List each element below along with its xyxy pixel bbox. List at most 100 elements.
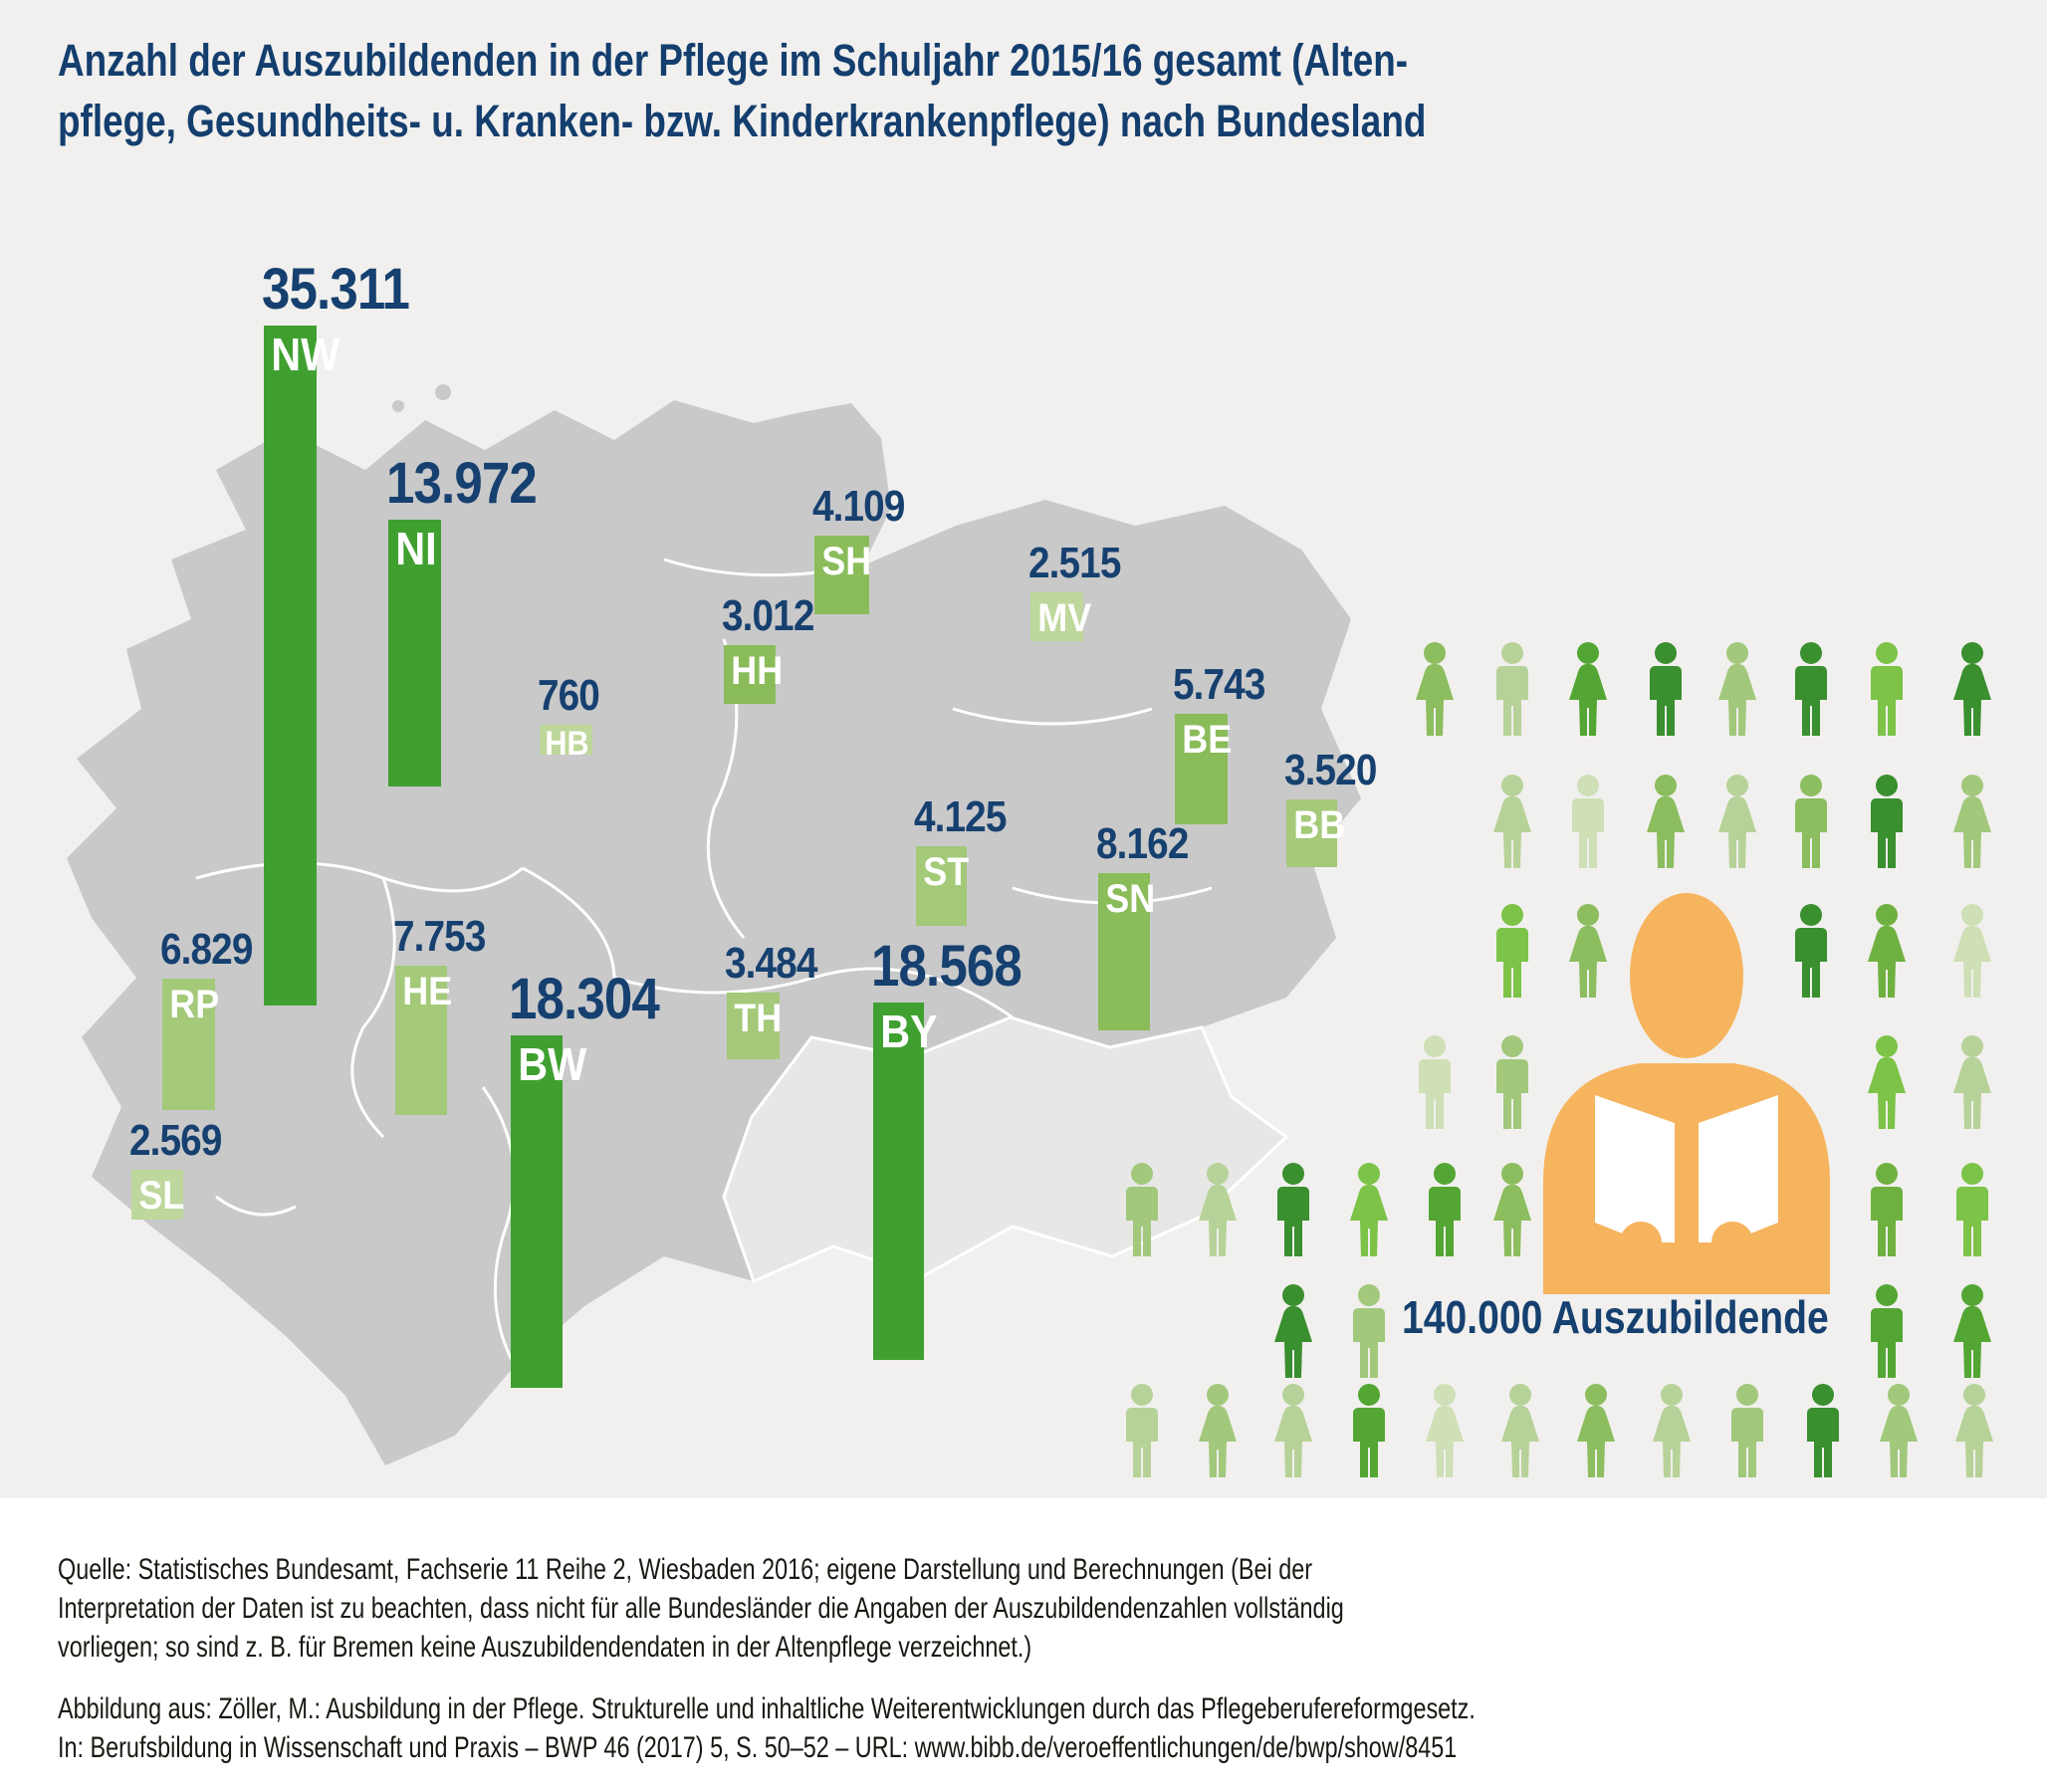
person-male-icon bbox=[1864, 642, 1910, 738]
bar-state-code: ST bbox=[923, 850, 970, 894]
person-male-icon bbox=[1864, 775, 1910, 870]
bar-value-label: 760 bbox=[538, 671, 600, 720]
island bbox=[392, 400, 404, 412]
person-male-icon bbox=[1270, 1163, 1316, 1258]
bar-value-label: 7.753 bbox=[393, 912, 486, 961]
bar-sl: 2.569 SL bbox=[129, 1119, 222, 1220]
bar-value-label: 4.109 bbox=[812, 482, 905, 531]
title-line-1: Anzahl der Auszubildenden in der Pflege … bbox=[58, 35, 1409, 86]
bar-value-label: 3.520 bbox=[1284, 746, 1377, 794]
person-female-icon bbox=[1489, 775, 1535, 870]
bar-bb: 3.520 BB bbox=[1284, 749, 1377, 867]
person-female-icon bbox=[1714, 642, 1760, 738]
reading-person-icon bbox=[1543, 893, 1830, 1294]
bar-state-code: TH bbox=[734, 997, 783, 1040]
person-female-icon bbox=[1195, 1163, 1241, 1258]
page-title: Anzahl der Auszubildenden in der Pflege … bbox=[58, 30, 1426, 151]
bar-state-code: BY bbox=[880, 1006, 938, 1057]
person-female-icon bbox=[1949, 642, 1995, 738]
bar-state-code: NW bbox=[271, 329, 341, 380]
person-male-icon bbox=[1422, 1163, 1468, 1258]
person-male-icon bbox=[1864, 1284, 1910, 1380]
bar-th: 3.484 TH bbox=[725, 942, 817, 1059]
bar-mv: 2.515 MV bbox=[1028, 542, 1121, 641]
bar-hb: 760 HB bbox=[538, 674, 600, 762]
bar-value-label: 6.829 bbox=[160, 925, 253, 974]
person-female-icon bbox=[1949, 1284, 1995, 1380]
person-male-icon bbox=[1864, 1163, 1910, 1258]
bar-value-label: 3.484 bbox=[725, 939, 817, 988]
bar-value-label: 8.162 bbox=[1096, 819, 1189, 868]
bar-state-code: BE bbox=[1182, 718, 1233, 762]
bar-nw: 35.311 NW bbox=[262, 261, 410, 1006]
person-female-icon bbox=[1876, 1384, 1922, 1479]
person-female-icon bbox=[1412, 642, 1458, 738]
person-female-icon bbox=[1422, 1384, 1468, 1479]
person-female-icon bbox=[1949, 775, 1995, 870]
person-female-icon bbox=[1864, 904, 1910, 1000]
person-male-icon bbox=[1346, 1284, 1392, 1380]
bar-value-label: 4.125 bbox=[914, 792, 1007, 841]
bar-state-code: HB bbox=[545, 725, 589, 763]
footer: Quelle: Statistisches Bundesamt, Fachser… bbox=[0, 1498, 2047, 1792]
person-female-icon bbox=[1270, 1284, 1316, 1380]
title-line-2: pflege, Gesundheits- u. Kranken- bzw. Ki… bbox=[58, 96, 1427, 146]
bar-value-label: 13.972 bbox=[386, 451, 538, 516]
book-left-page bbox=[1595, 1095, 1675, 1254]
bar-be: 5.743 BE bbox=[1173, 663, 1265, 824]
person-female-icon bbox=[1951, 1384, 1997, 1479]
person-male-icon bbox=[1489, 642, 1535, 738]
person-male-icon bbox=[1788, 775, 1834, 870]
bar-state-code: NI bbox=[395, 523, 437, 574]
bar-state-code: RP bbox=[169, 983, 220, 1026]
person-female-icon bbox=[1497, 1384, 1543, 1479]
bar-state-code: SH bbox=[821, 540, 872, 583]
bar-state-code: BB bbox=[1293, 803, 1346, 847]
person-female-icon bbox=[1649, 1384, 1695, 1479]
attribution-text: Abbildung aus: Zöller, M.: Ausbildung in… bbox=[58, 1692, 1476, 1764]
bar-st: 4.125 ST bbox=[914, 795, 1007, 926]
person-male-icon bbox=[1346, 1384, 1392, 1479]
person-male-icon bbox=[1949, 1163, 1995, 1258]
person-female-icon bbox=[1949, 904, 1995, 1000]
bar-value-label: 18.304 bbox=[509, 967, 660, 1031]
germany-outline bbox=[67, 400, 1361, 1465]
person-male-icon bbox=[1119, 1163, 1165, 1258]
person-male-icon bbox=[1800, 1384, 1846, 1479]
bar-bw: 18.304 BW bbox=[509, 971, 660, 1388]
book-right-page bbox=[1699, 1095, 1778, 1254]
bar-state-code: MV bbox=[1037, 596, 1092, 640]
person-female-icon bbox=[1573, 1384, 1619, 1479]
island bbox=[435, 384, 451, 400]
person-male-icon bbox=[1724, 1384, 1770, 1479]
bar-state-code: HH bbox=[731, 649, 784, 693]
bar-by: 18.568 BY bbox=[871, 938, 1023, 1360]
bar-state-code: BW bbox=[518, 1038, 587, 1090]
bar-rp: 6.829 RP bbox=[160, 928, 253, 1110]
bar-sh: 4.109 SH bbox=[812, 485, 905, 614]
bar-value-label: 2.569 bbox=[129, 1116, 222, 1165]
source-text: Quelle: Statistisches Bundesamt, Fachser… bbox=[58, 1553, 1344, 1664]
bar-state-code: SL bbox=[138, 1174, 185, 1218]
bar-state-code: HE bbox=[402, 970, 453, 1013]
chart-background: Anzahl der Auszubildenden in der Pflege … bbox=[0, 0, 2047, 1498]
person-female-icon bbox=[1949, 1035, 1995, 1131]
person-female-icon bbox=[1714, 775, 1760, 870]
bar-value-label: 3.012 bbox=[722, 591, 814, 640]
person-female-icon bbox=[1346, 1163, 1392, 1258]
bar-state-code: SN bbox=[1105, 877, 1156, 921]
person-female-icon bbox=[1565, 642, 1611, 738]
person-female-icon bbox=[1270, 1384, 1316, 1479]
person-female-icon bbox=[1864, 1035, 1910, 1131]
bar-value-label: 5.743 bbox=[1173, 660, 1265, 709]
bar-he: 7.753 HE bbox=[393, 915, 486, 1115]
bar-value-label: 35.311 bbox=[262, 257, 410, 322]
person-female-icon bbox=[1643, 775, 1689, 870]
person-male-icon bbox=[1643, 642, 1689, 738]
bar-value-label: 18.568 bbox=[871, 934, 1023, 999]
bar-hh: 3.012 HH bbox=[722, 594, 814, 704]
bar-value-label: 2.515 bbox=[1028, 539, 1121, 587]
person-male-icon bbox=[1565, 775, 1611, 870]
total-trainees-label: 140.000 Auszubildende bbox=[1402, 1291, 1829, 1343]
